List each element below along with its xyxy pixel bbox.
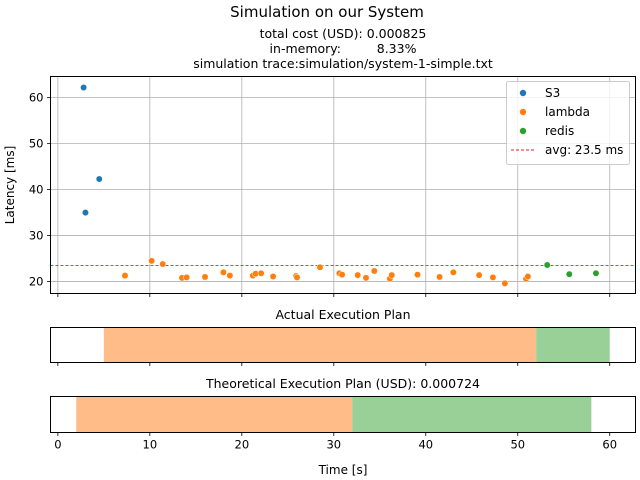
- y-tick-label: 20: [29, 275, 44, 289]
- figure-title: Simulation on our System: [230, 3, 424, 21]
- point-s3: [82, 209, 89, 217]
- subtitle-trace: simulation trace:simulation/system-1-sim…: [193, 56, 493, 71]
- actual-plan-frame: [50, 327, 636, 363]
- legend-marker-s3: [519, 89, 527, 97]
- actual-plan-x-ticks: [57, 362, 611, 366]
- y-tick-label: 60: [29, 91, 44, 105]
- scatter-plot-frame: [50, 76, 636, 294]
- point-redis: [543, 261, 551, 269]
- plan-segment-2: [536, 327, 610, 363]
- point-lambda: [148, 257, 156, 265]
- plan-segment-2: [352, 396, 592, 433]
- actual-plan-title: Actual Execution Plan: [275, 307, 410, 322]
- x-axis: 0 10 20 30 40 50 60: [54, 432, 617, 452]
- subtitle-in-memory: in-memory: 8.33%: [270, 41, 417, 56]
- point-lambda: [475, 271, 483, 279]
- point-s3: [80, 84, 88, 91]
- legend-marker-redis: [519, 127, 527, 135]
- point-lambda: [524, 273, 532, 280]
- point-lambda: [121, 272, 129, 280]
- legend-marker-lambda: [519, 108, 527, 116]
- point-lambda: [226, 272, 234, 280]
- actual-plan-segments: [103, 327, 610, 363]
- legend-label-redis: redis: [545, 124, 574, 138]
- y-tick-label: 30: [29, 229, 44, 243]
- theoretical-execution-plan: Theoretical Execution Plan (USD): 0.0007…: [50, 376, 636, 477]
- x-tick-label: 50: [510, 438, 525, 452]
- actual-execution-plan: Actual Execution Plan: [50, 307, 636, 366]
- y-tick-label: 50: [29, 137, 44, 151]
- point-lambda: [370, 267, 378, 275]
- point-redis: [592, 269, 600, 277]
- plan-segment-1: [103, 327, 537, 363]
- legend: S3 lambda redis avg: 23.5 ms: [506, 81, 630, 165]
- y-tick-label: 40: [29, 183, 44, 197]
- point-lambda: [449, 268, 457, 276]
- point-lambda: [219, 268, 227, 276]
- point-lambda: [338, 271, 346, 279]
- plan-segment-1: [76, 396, 353, 433]
- point-lambda: [201, 273, 209, 281]
- point-lambda: [501, 279, 509, 287]
- point-lambda: [316, 263, 324, 271]
- point-lambda: [414, 271, 421, 279]
- point-s3: [95, 175, 103, 183]
- theoretical-plan-frame: [50, 396, 636, 433]
- point-lambda: [159, 260, 167, 268]
- point-lambda: [362, 274, 370, 282]
- legend-label-average: avg: 23.5 ms: [545, 143, 623, 157]
- x-tick-label: 10: [143, 438, 158, 452]
- theoretical-plan-title: Theoretical Execution Plan (USD): 0.0007…: [205, 376, 480, 391]
- legend-label-s3: S3: [545, 86, 560, 100]
- scatter-y-axis: 20 30 40 50 60: [29, 91, 51, 289]
- point-lambda: [257, 269, 265, 277]
- x-tick-label: 0: [54, 438, 61, 452]
- theoretical-plan-segments: [76, 396, 592, 433]
- point-lambda: [388, 271, 396, 279]
- point-lambda: [293, 273, 301, 281]
- y-axis-label: Latency [ms]: [3, 146, 17, 225]
- legend-box: [506, 81, 630, 165]
- scatter-points-layer: [80, 84, 600, 287]
- x-axis-label: Time [s]: [318, 463, 368, 477]
- subtitle-cost: total cost (USD): 0.000825: [260, 26, 427, 41]
- x-tick-label: 30: [326, 438, 341, 452]
- x-tick-label: 20: [235, 438, 250, 452]
- point-lambda: [436, 273, 444, 281]
- point-redis: [565, 270, 573, 278]
- point-lambda: [269, 273, 277, 280]
- point-lambda: [354, 271, 362, 279]
- legend-label-lambda: lambda: [545, 105, 590, 119]
- scatter-x-ticks: [57, 293, 611, 297]
- point-lambda: [183, 273, 191, 281]
- latency-scatter-chart: 20 30 40 50 60 Latency [ms] S3 lambda redis …: [3, 76, 636, 297]
- x-tick-label: 60: [602, 438, 617, 452]
- x-tick-label: 40: [418, 438, 433, 452]
- point-lambda: [489, 273, 497, 281]
